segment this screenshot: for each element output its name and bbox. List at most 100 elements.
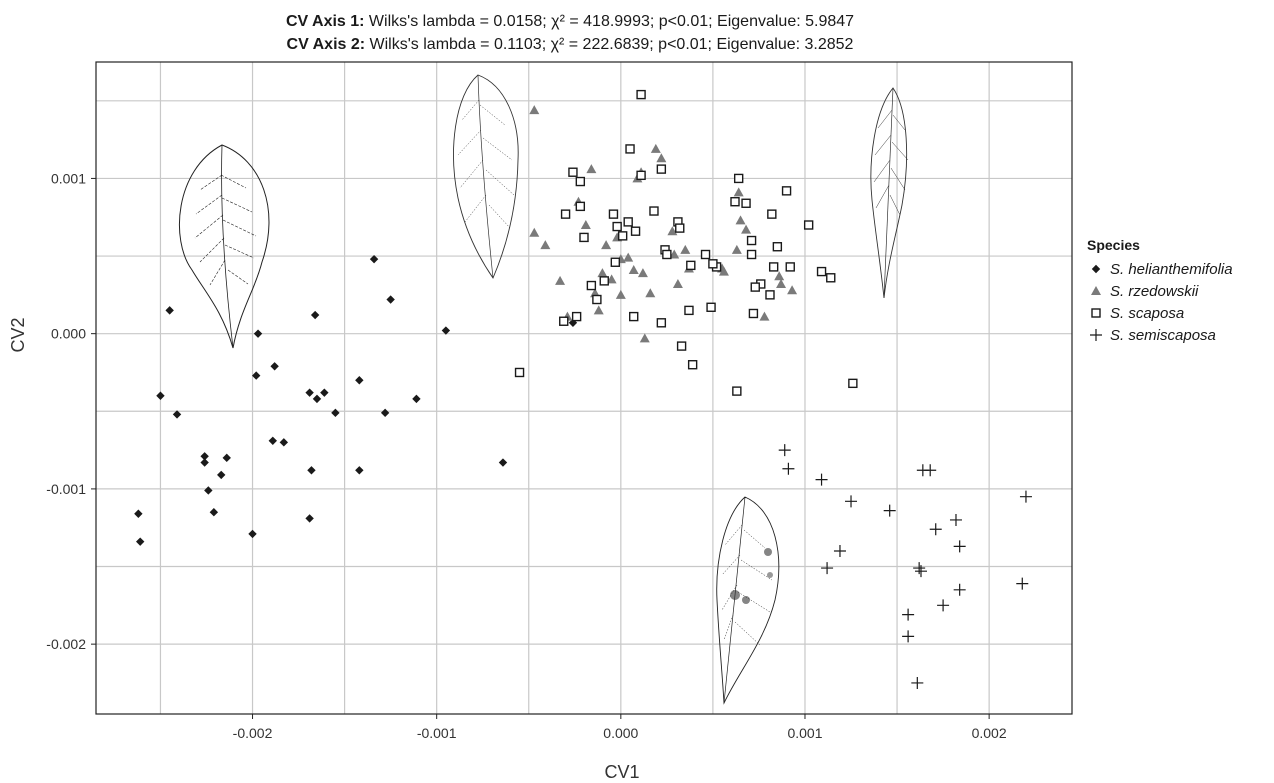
point-diamond (253, 329, 263, 338)
leaf-illustration-4 (716, 496, 780, 705)
legend-marker-4 (1090, 329, 1102, 341)
point-plus (953, 583, 966, 596)
point-plus (778, 444, 791, 457)
point-diamond (134, 509, 143, 518)
y-tick-label: 0.001 (51, 170, 86, 186)
point-diamond (369, 254, 379, 264)
cv-axis-1-label: CV Axis 1: (286, 13, 365, 30)
point-square (575, 176, 586, 187)
point-triangle (731, 244, 742, 254)
point-plus (911, 676, 924, 689)
point-diamond (252, 371, 261, 380)
point-square (848, 378, 858, 389)
point-square (636, 89, 646, 100)
x-axis-label: CV1 (604, 762, 639, 782)
point-triangle (645, 288, 656, 298)
point-diamond (498, 458, 508, 467)
y-tick-label: -0.001 (46, 481, 86, 497)
point-square (700, 249, 711, 260)
point-square (733, 173, 744, 184)
point-diamond (305, 514, 314, 523)
point-triangle (637, 268, 648, 278)
point-diamond (312, 394, 322, 404)
cv-axis-2-stats: CV Axis 2: Wilks's lambda = 0.1103; χ² =… (287, 36, 854, 53)
point-square (803, 220, 814, 230)
point-square (746, 249, 757, 260)
point-diamond (320, 388, 329, 397)
point-square (579, 232, 589, 243)
point-square (625, 144, 635, 154)
point-triangle (529, 227, 540, 237)
point-square (768, 262, 779, 272)
point-square (559, 316, 569, 326)
point-diamond (135, 537, 145, 546)
series-1 (134, 254, 578, 546)
legend-label-3: S. scaposa (1110, 305, 1184, 322)
y-tick-label: 0.000 (51, 326, 86, 342)
point-triangle (650, 143, 661, 153)
point-square (617, 231, 628, 241)
point-square (686, 260, 696, 271)
point-triangle (540, 240, 551, 250)
point-square (568, 167, 578, 177)
data-points (134, 89, 1032, 689)
legend: Species S. helianthemifolia S. rzedowskii… (1087, 237, 1233, 344)
axis-ticks: -0.002 -0.001 0.000 0.001 0.002 0.001 0.000 -0.… (46, 170, 1007, 741)
legend-label-1: S. helianthemifolia (1110, 261, 1233, 278)
series-3 (514, 89, 858, 396)
point-triangle (615, 289, 626, 299)
point-square (612, 221, 622, 232)
y-tick-label: -0.002 (46, 636, 86, 652)
point-triangle (580, 220, 591, 229)
point-plus (1016, 577, 1029, 590)
point-triangle (555, 275, 566, 285)
point-diamond (307, 466, 316, 475)
point-diamond (270, 362, 279, 371)
point-square (772, 242, 783, 252)
point-diamond (217, 470, 226, 480)
point-triangle (787, 285, 798, 295)
point-square (514, 367, 525, 378)
point-plus (845, 495, 858, 508)
point-square (560, 209, 571, 219)
point-square (675, 223, 685, 233)
point-triangle (776, 278, 787, 288)
point-plus (937, 599, 950, 612)
point-triangle (669, 249, 680, 259)
plot-area (96, 62, 1072, 714)
point-triangle (774, 271, 785, 281)
legend-label-2: S. rzedowskii (1110, 283, 1199, 300)
point-triangle (529, 105, 540, 115)
point-diamond (441, 326, 451, 335)
point-square (781, 186, 792, 196)
point-plus (1019, 490, 1032, 503)
point-square (706, 302, 716, 312)
point-square (630, 226, 641, 236)
point-triangle (623, 252, 634, 262)
point-square (656, 164, 667, 174)
point-triangle (680, 244, 691, 254)
point-triangle (593, 305, 604, 315)
point-square (571, 311, 582, 322)
point-plus (821, 562, 834, 575)
point-square (746, 235, 757, 246)
point-plus (782, 462, 795, 475)
x-tick-label: -0.002 (233, 725, 273, 741)
point-triangle (718, 266, 729, 276)
leaf-illustration-2 (453, 74, 519, 279)
point-plus (815, 473, 828, 486)
point-square (730, 197, 740, 207)
leaf-illustration-1 (178, 144, 270, 349)
point-diamond (279, 438, 289, 447)
point-triangle (656, 153, 667, 163)
x-tick-label: -0.001 (417, 725, 457, 741)
point-square (767, 209, 777, 219)
cv-axis-1-stats: CV Axis 1: Wilks's lambda = 0.0158; χ² =… (286, 13, 854, 30)
point-triangle (601, 240, 612, 250)
point-plus (929, 523, 942, 536)
point-square (623, 217, 633, 227)
point-square (741, 198, 751, 208)
point-triangle (741, 224, 752, 234)
point-diamond (165, 306, 174, 315)
legend-marker-2 (1091, 286, 1101, 295)
